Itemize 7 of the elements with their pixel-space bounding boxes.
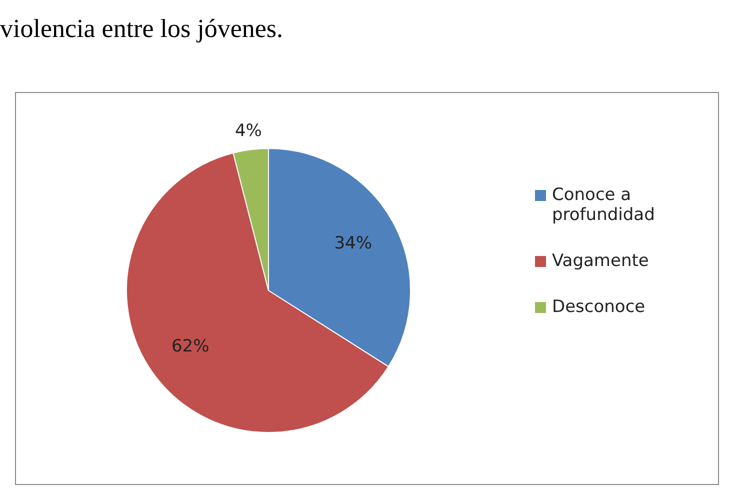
- legend-label: Vagamente: [552, 251, 649, 271]
- data-label: 62%: [171, 336, 210, 357]
- data-label: 4%: [234, 121, 262, 142]
- legend-label: Conoce a profundidad: [552, 185, 656, 225]
- chart-title: violencia entre los jóvenes.: [0, 14, 284, 44]
- legend-label: Desconoce: [552, 297, 646, 317]
- data-label: 34%: [334, 233, 372, 254]
